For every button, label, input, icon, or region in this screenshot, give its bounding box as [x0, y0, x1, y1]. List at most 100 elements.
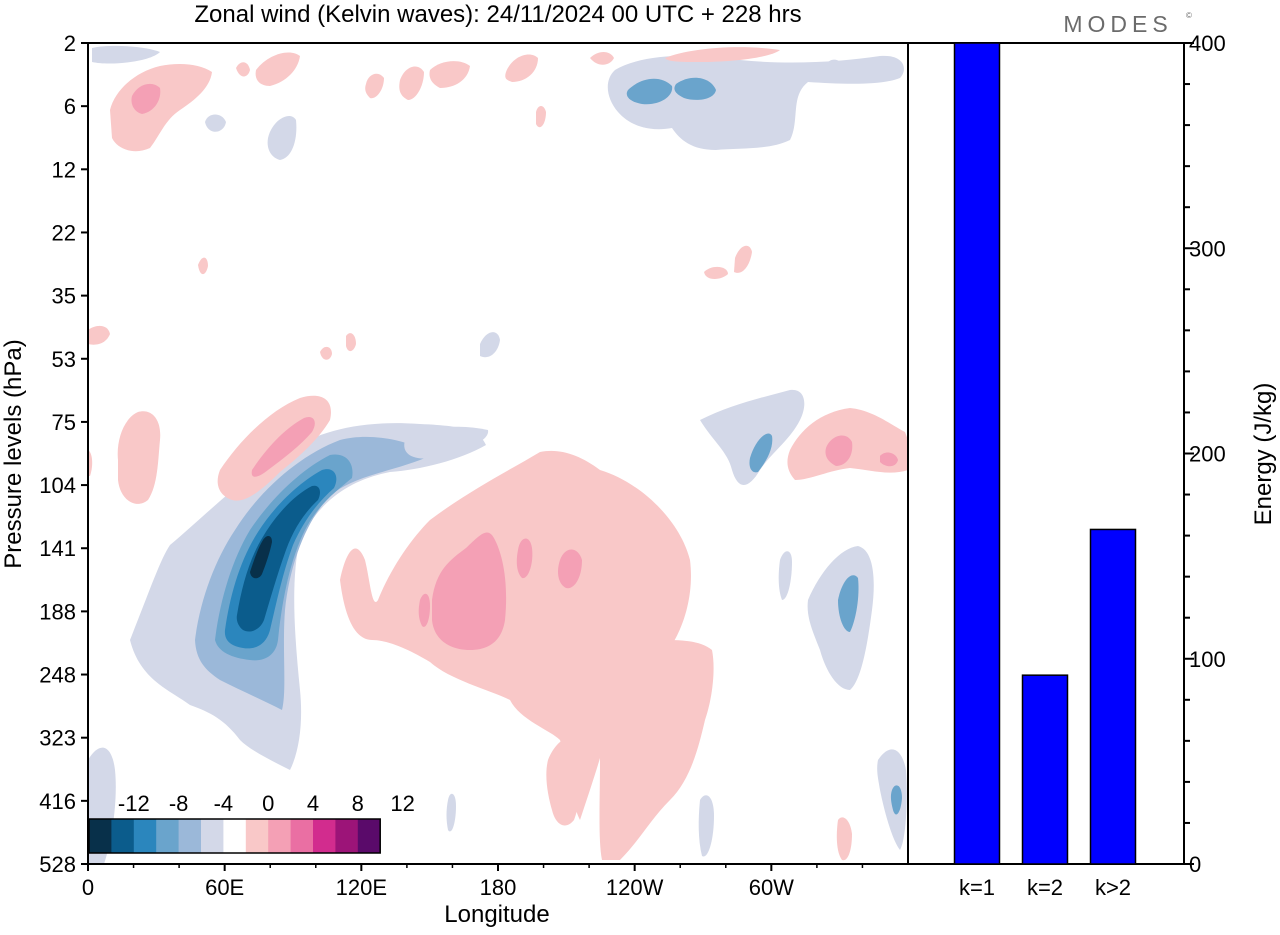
y-axis-title: Pressure levels (hPa): [0, 339, 27, 568]
pos-small-5: [734, 245, 752, 273]
pressure-tick-label: 416: [39, 789, 76, 814]
neg-upper-right-1: [607, 55, 904, 150]
pos-right-2: [825, 435, 853, 466]
pressure-tick-label: 104: [39, 473, 76, 498]
neg-upper-right-2: [626, 78, 673, 105]
pos-top-1: [255, 52, 300, 86]
energy-tick-label: 200: [1189, 442, 1226, 467]
energy-tick-label: 100: [1189, 647, 1226, 672]
energy-axis: 0 100 200 300 400: [1184, 31, 1226, 877]
wavenumber-label: k=1: [959, 875, 995, 900]
neg-bottom-mid: [446, 793, 456, 832]
neg-right-7: [778, 551, 792, 600]
pressure-tick-label: 75: [52, 410, 76, 435]
heatmap-frame: [87, 42, 909, 865]
pressure-tick-label: 6: [64, 94, 76, 119]
colorbar-swatch: [89, 819, 112, 853]
brand-text: MODES: [1063, 11, 1172, 37]
neg-core-4: [250, 536, 272, 579]
neg-right-6: [890, 785, 902, 815]
neg-core-3: [236, 485, 320, 632]
pos-center-4: [418, 593, 430, 627]
pos-lower-2: [546, 738, 582, 826]
pos-top-2: [236, 62, 250, 77]
pos-left-3: [88, 450, 93, 476]
pressure-tick-label: 323: [39, 726, 76, 751]
colorbar-label: -4: [214, 791, 234, 816]
neg-right-1: [700, 389, 805, 485]
neg-envelope-outer: [130, 423, 486, 770]
pos-center-2: [516, 538, 533, 579]
bars: [953, 42, 1137, 865]
pos-small-2: [346, 333, 356, 352]
pos-right-3: [880, 452, 898, 467]
pressure-tick-label: 12: [52, 157, 76, 182]
energy-tick-label: 0: [1189, 852, 1201, 877]
pos-small-1: [320, 346, 332, 360]
neg-small-4: [825, 59, 845, 80]
pos-small-4: [704, 266, 728, 279]
pos-top-5: [429, 61, 470, 88]
colorbar-swatch: [223, 819, 247, 853]
pos-top-4: [399, 66, 424, 100]
brand-logo: MODES ©: [1063, 11, 1192, 37]
x-axis-title: Longitude: [444, 901, 549, 928]
pressure-tick-label: 528: [39, 852, 76, 877]
longitude-axis: 0 60E 120E 180 120W 60W: [82, 864, 864, 900]
wavenumber-label: k>2: [1095, 875, 1131, 900]
longitude-tick-label: 180: [480, 875, 517, 900]
neg-tongue: [404, 426, 489, 459]
neg-right-2: [749, 433, 773, 473]
colorbar-swatch: [268, 819, 291, 853]
pressure-tick-label: 188: [39, 599, 76, 624]
energy-tick-label: 400: [1189, 31, 1226, 56]
hovmoller-heatmap: 2 6 12 22 35 53 75 104 141 188 248 323 416 528 0 60E 12…: [0, 31, 909, 928]
colorbar-label: -8: [169, 791, 189, 816]
energy-bar: [1021, 674, 1069, 865]
pos-left-2: [88, 325, 110, 345]
pos-center-core: [432, 532, 507, 650]
neg-small-2: [267, 116, 297, 160]
pressure-tick-label: 35: [52, 284, 76, 309]
colorbar-swatch: [357, 819, 381, 853]
neg-top-left: [92, 45, 160, 64]
colorbar-label: 8: [352, 791, 364, 816]
chart-title: Zonal wind (Kelvin waves): 24/11/2024 00…: [194, 1, 801, 28]
energy-bar: [953, 42, 1001, 865]
colorbar-swatch: [133, 819, 157, 853]
pressure-tick-label: 248: [39, 663, 76, 688]
heatmap-fields: [88, 45, 908, 864]
colorbar-label: 0: [262, 791, 274, 816]
pressure-tick-label: 53: [52, 347, 76, 372]
colorbar-swatch: [156, 819, 179, 853]
pressure-tick-label: 2: [64, 31, 76, 56]
pressure-tick-label: 22: [52, 220, 76, 245]
neg-small-3: [480, 332, 500, 358]
pos-top-left-2: [131, 83, 161, 114]
colorbar-swatch: [111, 819, 135, 853]
pos-center-3: [558, 549, 582, 589]
energy-axis-title: Energy (J/kg): [1250, 383, 1277, 526]
energy-bar-chart: 0 100 200 300 400 k=1 k=2 k>2 Energy (J/kg): [907, 31, 1277, 900]
pos-lower-1: [599, 640, 714, 860]
neg-bottom-mid-2: [698, 795, 714, 857]
wavenumber-axis: k=1 k=2 k>2: [959, 875, 1131, 900]
colorbar-label: -12: [118, 791, 150, 816]
energy-tick-label: 300: [1189, 236, 1226, 261]
brand-mark: ©: [1186, 11, 1192, 20]
longitude-tick-label: 120W: [606, 875, 664, 900]
colorbar-swatch: [201, 819, 224, 853]
longitude-tick-label: 60W: [749, 875, 794, 900]
colorbar-swatch: [335, 819, 359, 853]
pos-band-core: [251, 416, 315, 477]
colorbar-legend: -12 -8 -4 0 4 8 12: [88, 791, 415, 854]
colorbar-swatch: [290, 819, 314, 853]
colorbar-label: 12: [390, 791, 414, 816]
colorbar-swatch: [313, 819, 336, 853]
pos-left-1: [117, 411, 161, 504]
longitude-tick-label: 0: [82, 875, 94, 900]
longitude-tick-label: 60E: [205, 875, 244, 900]
colorbar-swatch: [245, 819, 269, 853]
